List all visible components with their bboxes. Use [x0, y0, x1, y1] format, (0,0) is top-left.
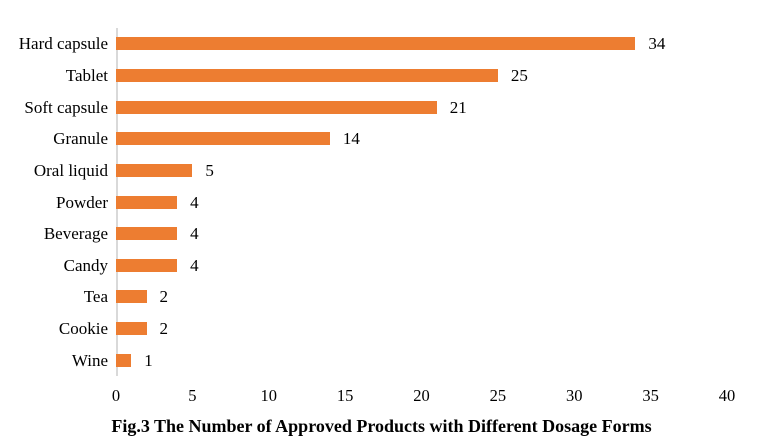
- value-label: 4: [190, 192, 199, 212]
- category-label: Powder: [56, 192, 108, 212]
- x-tick-label: 5: [188, 386, 197, 405]
- bar-row: Cookie 2: [0, 313, 727, 345]
- value-label: 2: [159, 287, 169, 307]
- bar-row: Soft capsule 21: [0, 91, 727, 123]
- bar-track: 2: [116, 313, 727, 345]
- x-tick-label: 20: [413, 386, 430, 405]
- bar: [116, 322, 147, 336]
- bar: [116, 195, 178, 209]
- bar-row: Hard capsule 34: [0, 28, 727, 60]
- bar-track: 4: [116, 249, 727, 281]
- value-label: 25: [510, 65, 528, 85]
- bar: [116, 353, 132, 367]
- bar-row: Powder 4: [0, 186, 727, 218]
- bar-track: 2: [116, 281, 727, 313]
- category-label: Beverage: [43, 224, 108, 244]
- bar-track: 4: [116, 218, 727, 250]
- value-label: 14: [342, 129, 360, 149]
- x-tick-label: 10: [260, 386, 278, 405]
- x-tick-label: 40: [718, 386, 736, 405]
- bar-track: 14: [116, 123, 727, 155]
- value-label: 4: [190, 255, 199, 275]
- bars-area: Hard capsule 34 Tablet 25 Soft capsule 21 Gran…: [0, 28, 727, 376]
- bar-row: Beverage 4: [0, 218, 727, 250]
- bar: [116, 37, 636, 51]
- bar: [116, 163, 193, 177]
- bar-track: 4: [116, 186, 727, 218]
- bar-row: Oral liquid 5: [0, 155, 727, 187]
- value-label: 4: [190, 224, 199, 244]
- category-label: Tea: [83, 287, 108, 307]
- bar-track: 5: [116, 155, 727, 187]
- bar: [116, 100, 437, 114]
- value-label: 34: [648, 34, 666, 54]
- x-tick-label: 15: [336, 386, 354, 405]
- bar-row: Tablet 25: [0, 60, 727, 92]
- bar-track: 25: [116, 60, 727, 92]
- bar-track: 34: [116, 28, 727, 60]
- x-tick-label: 25: [489, 386, 507, 405]
- bar: [116, 132, 330, 146]
- x-tick-label: 0: [111, 386, 121, 405]
- x-tick-label: 30: [566, 386, 583, 405]
- category-label: Granule: [53, 129, 108, 149]
- category-label: Soft capsule: [24, 97, 108, 117]
- bar: [116, 227, 178, 241]
- bar-row: Granule 14: [0, 123, 727, 155]
- category-label: Oral liquid: [33, 160, 108, 180]
- category-label: Candy: [63, 255, 108, 275]
- bar-row: Wine 1: [0, 344, 727, 376]
- value-label: 1: [144, 350, 153, 370]
- value-label: 2: [159, 319, 169, 339]
- x-tick-label: 35: [642, 386, 659, 405]
- category-label: Wine: [71, 350, 108, 370]
- x-axis: 0 5 10 15 20 25 30 35 40: [112, 386, 735, 408]
- bar: [116, 258, 178, 272]
- bar-row: Tea 2: [0, 281, 727, 313]
- bar: [116, 68, 498, 82]
- value-label: 21: [449, 97, 467, 117]
- category-label: Cookie: [58, 319, 108, 339]
- category-label: Hard capsule: [18, 34, 108, 54]
- bar-track: 1: [116, 344, 727, 376]
- category-label: Tablet: [65, 65, 108, 85]
- bar-row: Candy 4: [0, 249, 727, 281]
- bar: [116, 290, 147, 304]
- bar-track: 21: [116, 91, 727, 123]
- chart-title: Fig.3 The Number of Approved Products wi…: [111, 416, 652, 436]
- value-label: 5: [205, 160, 214, 180]
